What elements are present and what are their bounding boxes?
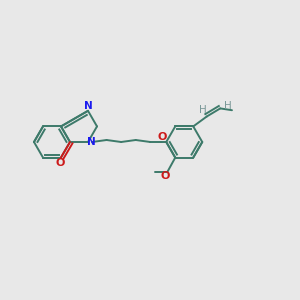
- Text: O: O: [157, 132, 167, 142]
- Text: O: O: [160, 171, 170, 181]
- Text: N: N: [87, 137, 95, 147]
- Text: H: H: [199, 104, 207, 115]
- Text: N: N: [84, 101, 92, 111]
- Text: O: O: [55, 158, 65, 168]
- Text: H: H: [224, 101, 232, 111]
